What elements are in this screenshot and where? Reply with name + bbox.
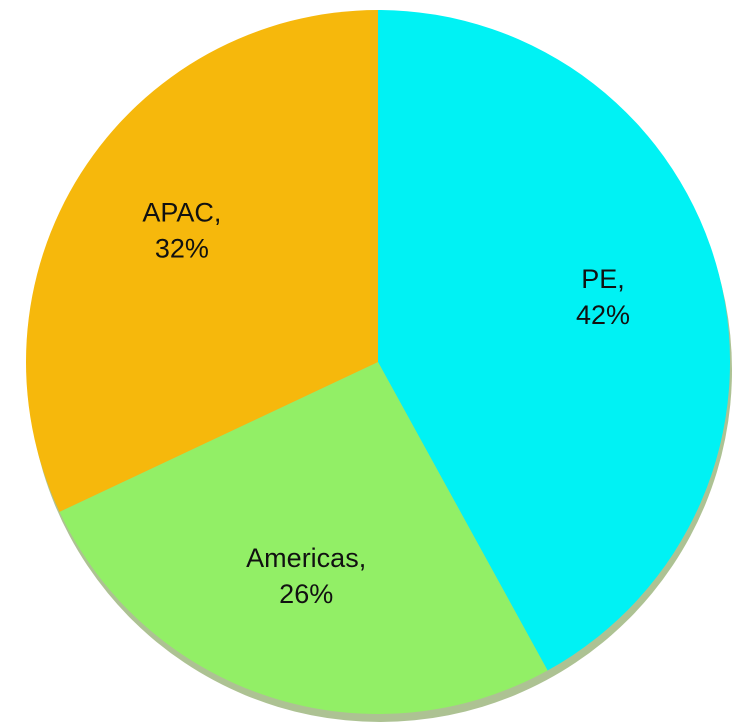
- slices: [26, 10, 731, 715]
- label-separator: ,: [359, 543, 367, 573]
- data-label: APAC, 32%: [142, 198, 221, 264]
- category-label: APAC: [142, 198, 214, 228]
- value-label: 26%: [279, 579, 333, 609]
- pie-slice: [59, 362, 548, 715]
- value-label: 42%: [576, 300, 630, 330]
- category-label: Americas: [246, 543, 359, 573]
- label-separator: ,: [214, 198, 222, 228]
- pie-slice: [26, 10, 379, 512]
- label-separator: ,: [617, 264, 625, 294]
- value-label: 32%: [155, 234, 209, 264]
- data-label: PE, 42%: [576, 264, 630, 330]
- category-label: PE: [581, 264, 617, 294]
- pie-slice: [378, 10, 731, 671]
- labels: PE, 42%Americas, 26%APAC, 32%: [142, 198, 630, 609]
- data-label: Americas, 26%: [246, 543, 366, 609]
